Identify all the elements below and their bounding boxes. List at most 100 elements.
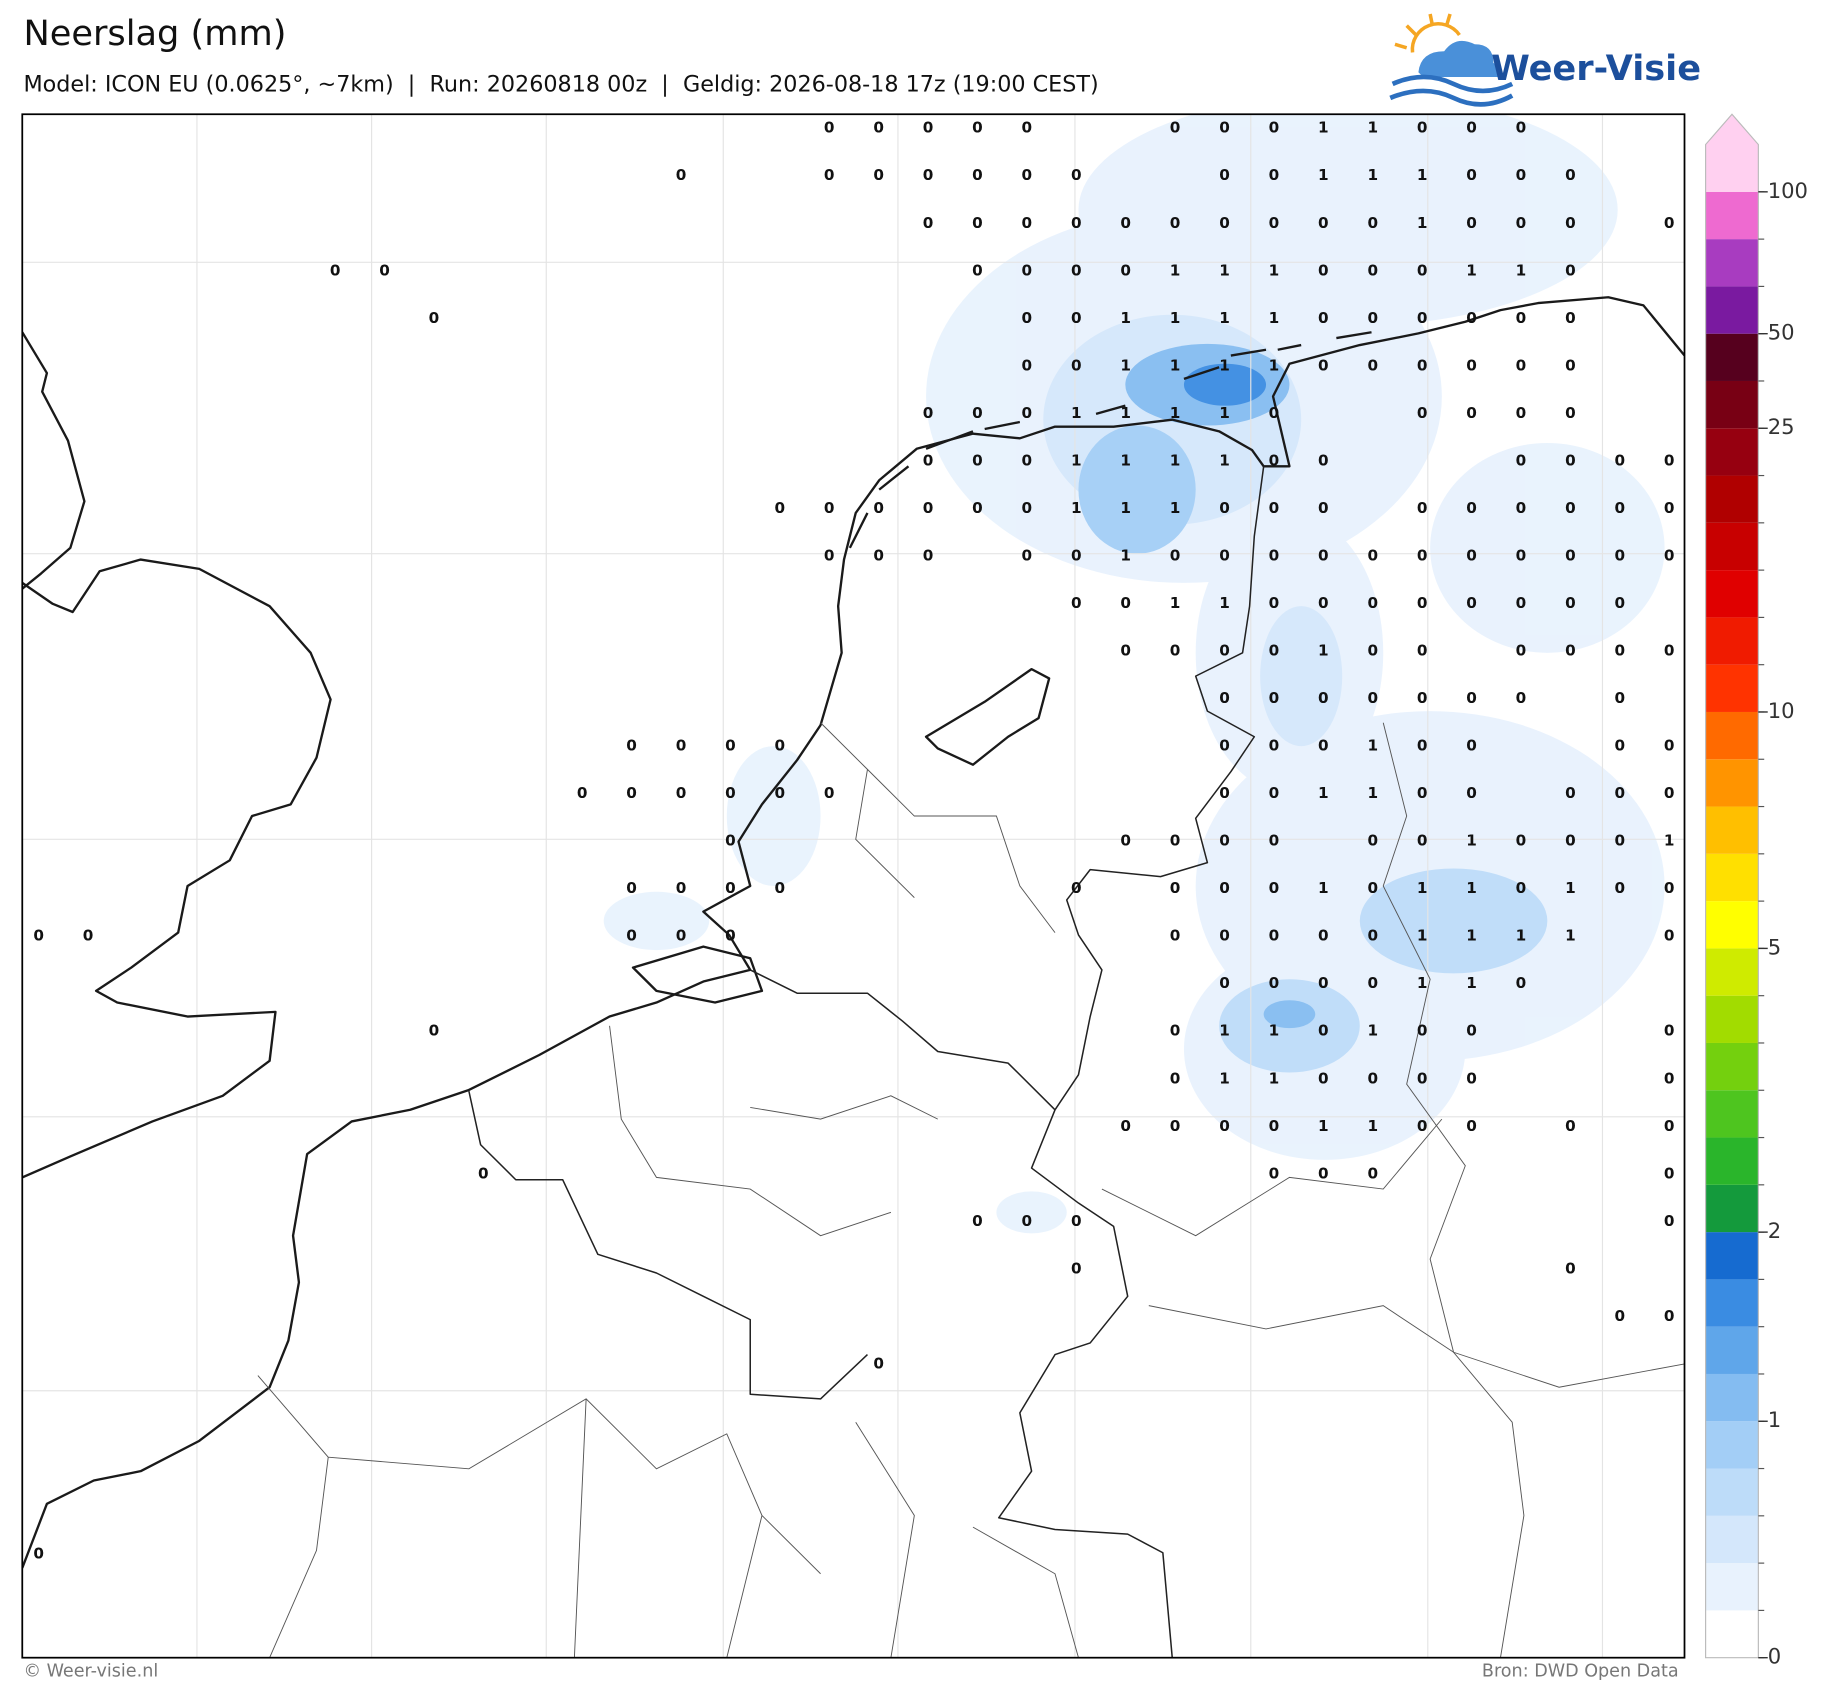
grid-value: 0 (429, 309, 440, 327)
grid-value: 0 (1565, 594, 1576, 612)
grid-value: 0 (379, 261, 390, 279)
colorbar-bin (1705, 995, 1759, 1043)
grid-value: 0 (1318, 1069, 1329, 1087)
grid-value: 0 (1170, 214, 1181, 232)
grid-value: 0 (1318, 689, 1329, 707)
grid-value: 0 (923, 451, 934, 469)
precipitation-shading (603, 114, 1665, 1234)
grid-value: 0 (972, 261, 983, 279)
grid-value: 0 (1417, 1022, 1428, 1040)
colorbar-bin (1705, 1468, 1759, 1516)
grid-value: 0 (1367, 927, 1378, 945)
grid-value: 0 (1318, 737, 1329, 755)
grid-value: 0 (1219, 499, 1230, 517)
map-frame (21, 113, 1686, 1659)
grid-value: 0 (1664, 1069, 1675, 1087)
colorbar-bin (1705, 1610, 1759, 1658)
grid-value: 0 (824, 119, 835, 137)
colorbar-tick-label: 50 (1768, 320, 1795, 345)
colorbar-bin (1705, 1232, 1759, 1280)
colorbar-bin (1705, 948, 1759, 996)
grid-value: 1 (1516, 261, 1527, 279)
grid-value: 0 (1664, 879, 1675, 897)
grid-value: 0 (1071, 1212, 1082, 1230)
grid-value: 0 (1516, 832, 1527, 850)
grid-value: 1 (1120, 547, 1131, 565)
grid-value: 0 (1120, 642, 1131, 660)
grid-value: 0 (1318, 356, 1329, 374)
grid-value: 0 (1664, 1307, 1675, 1325)
grid-value: 0 (1022, 166, 1033, 184)
grid-value: 0 (1417, 1069, 1428, 1087)
grid-value: 0 (1269, 974, 1280, 992)
grid-value: 0 (1367, 642, 1378, 660)
footer-source: Bron: DWD Open Data (1482, 1662, 1679, 1681)
grid-value: 0 (676, 784, 687, 802)
grid-value: 0 (873, 547, 884, 565)
grid-value: 0 (1614, 737, 1625, 755)
grid-value: 0 (1565, 1117, 1576, 1135)
grid-value: 1 (1367, 119, 1378, 137)
grid-value: 0 (1022, 1212, 1033, 1230)
grid-value: 0 (676, 166, 687, 184)
grid-value: 1 (1367, 166, 1378, 184)
grid-value: 0 (1367, 309, 1378, 327)
grid-value: 1 (1170, 309, 1181, 327)
grid-value: 0 (1466, 499, 1477, 517)
grid-value: 0 (1664, 499, 1675, 517)
grid-value: 1 (1318, 784, 1329, 802)
grid-value: 0 (1466, 737, 1477, 755)
grid-value: 0 (1367, 261, 1378, 279)
grid-value: 0 (626, 879, 637, 897)
grid-value: 0 (1565, 832, 1576, 850)
grid-value: 1 (1269, 261, 1280, 279)
grid-value: 0 (33, 927, 44, 945)
grid-value: 0 (1219, 737, 1230, 755)
grid-value: 1 (1120, 356, 1131, 374)
grid-value: 0 (1614, 547, 1625, 565)
grid-value: 0 (1614, 499, 1625, 517)
grid-value: 0 (1614, 879, 1625, 897)
grid-value: 0 (1614, 832, 1625, 850)
grid-value: 0 (1664, 547, 1675, 565)
grid-value: 0 (1417, 547, 1428, 565)
grid-value: 0 (775, 784, 786, 802)
grid-value: 0 (1466, 784, 1477, 802)
grid-value: 0 (1318, 974, 1329, 992)
grid-value: 0 (1071, 879, 1082, 897)
grid-value: 1 (1318, 166, 1329, 184)
colorbar-bin (1705, 114, 1759, 192)
grid-value: 0 (1664, 214, 1675, 232)
grid-value-labels: 0 0 0 0 0 0 0 0 1 1 0 0 0 0 0 0 0 0 0 0 0 0 1 1 1 0 0 0 0 0 0 0 0 0 0 0 0 0 1 0… (33, 119, 1674, 1563)
grid-value: 0 (1614, 689, 1625, 707)
grid-value: 0 (1367, 832, 1378, 850)
grid-value: 0 (330, 261, 341, 279)
grid-value: 0 (1367, 356, 1378, 374)
grid-value: 1 (1170, 356, 1181, 374)
grid-value: 0 (1219, 689, 1230, 707)
grid-value: 0 (1367, 1164, 1378, 1182)
grid-value: 0 (1170, 927, 1181, 945)
grid-value: 1 (1417, 214, 1428, 232)
grid-value: 0 (1219, 166, 1230, 184)
grid-value: 0 (1367, 547, 1378, 565)
grid-value: 0 (1516, 974, 1527, 992)
grid-value: 0 (873, 1354, 884, 1372)
colorbar-tick-label: 10 (1768, 698, 1795, 723)
grid-value: 0 (1516, 499, 1527, 517)
grid-value: 0 (1318, 1164, 1329, 1182)
grid-value: 0 (1565, 356, 1576, 374)
colorbar-tick-label: 1 (1768, 1407, 1781, 1432)
grid-value: 0 (1269, 594, 1280, 612)
grid-value: 0 (626, 784, 637, 802)
grid-value: 0 (1417, 784, 1428, 802)
grid-value: 0 (1516, 547, 1527, 565)
grid-value: 1 (1170, 499, 1181, 517)
grid-value: 0 (1565, 784, 1576, 802)
grid-value: 0 (1318, 1022, 1329, 1040)
grid-value: 0 (1071, 309, 1082, 327)
grid-value: 0 (1367, 879, 1378, 897)
colorbar-bin (1705, 806, 1759, 854)
grid-value: 0 (1170, 642, 1181, 660)
